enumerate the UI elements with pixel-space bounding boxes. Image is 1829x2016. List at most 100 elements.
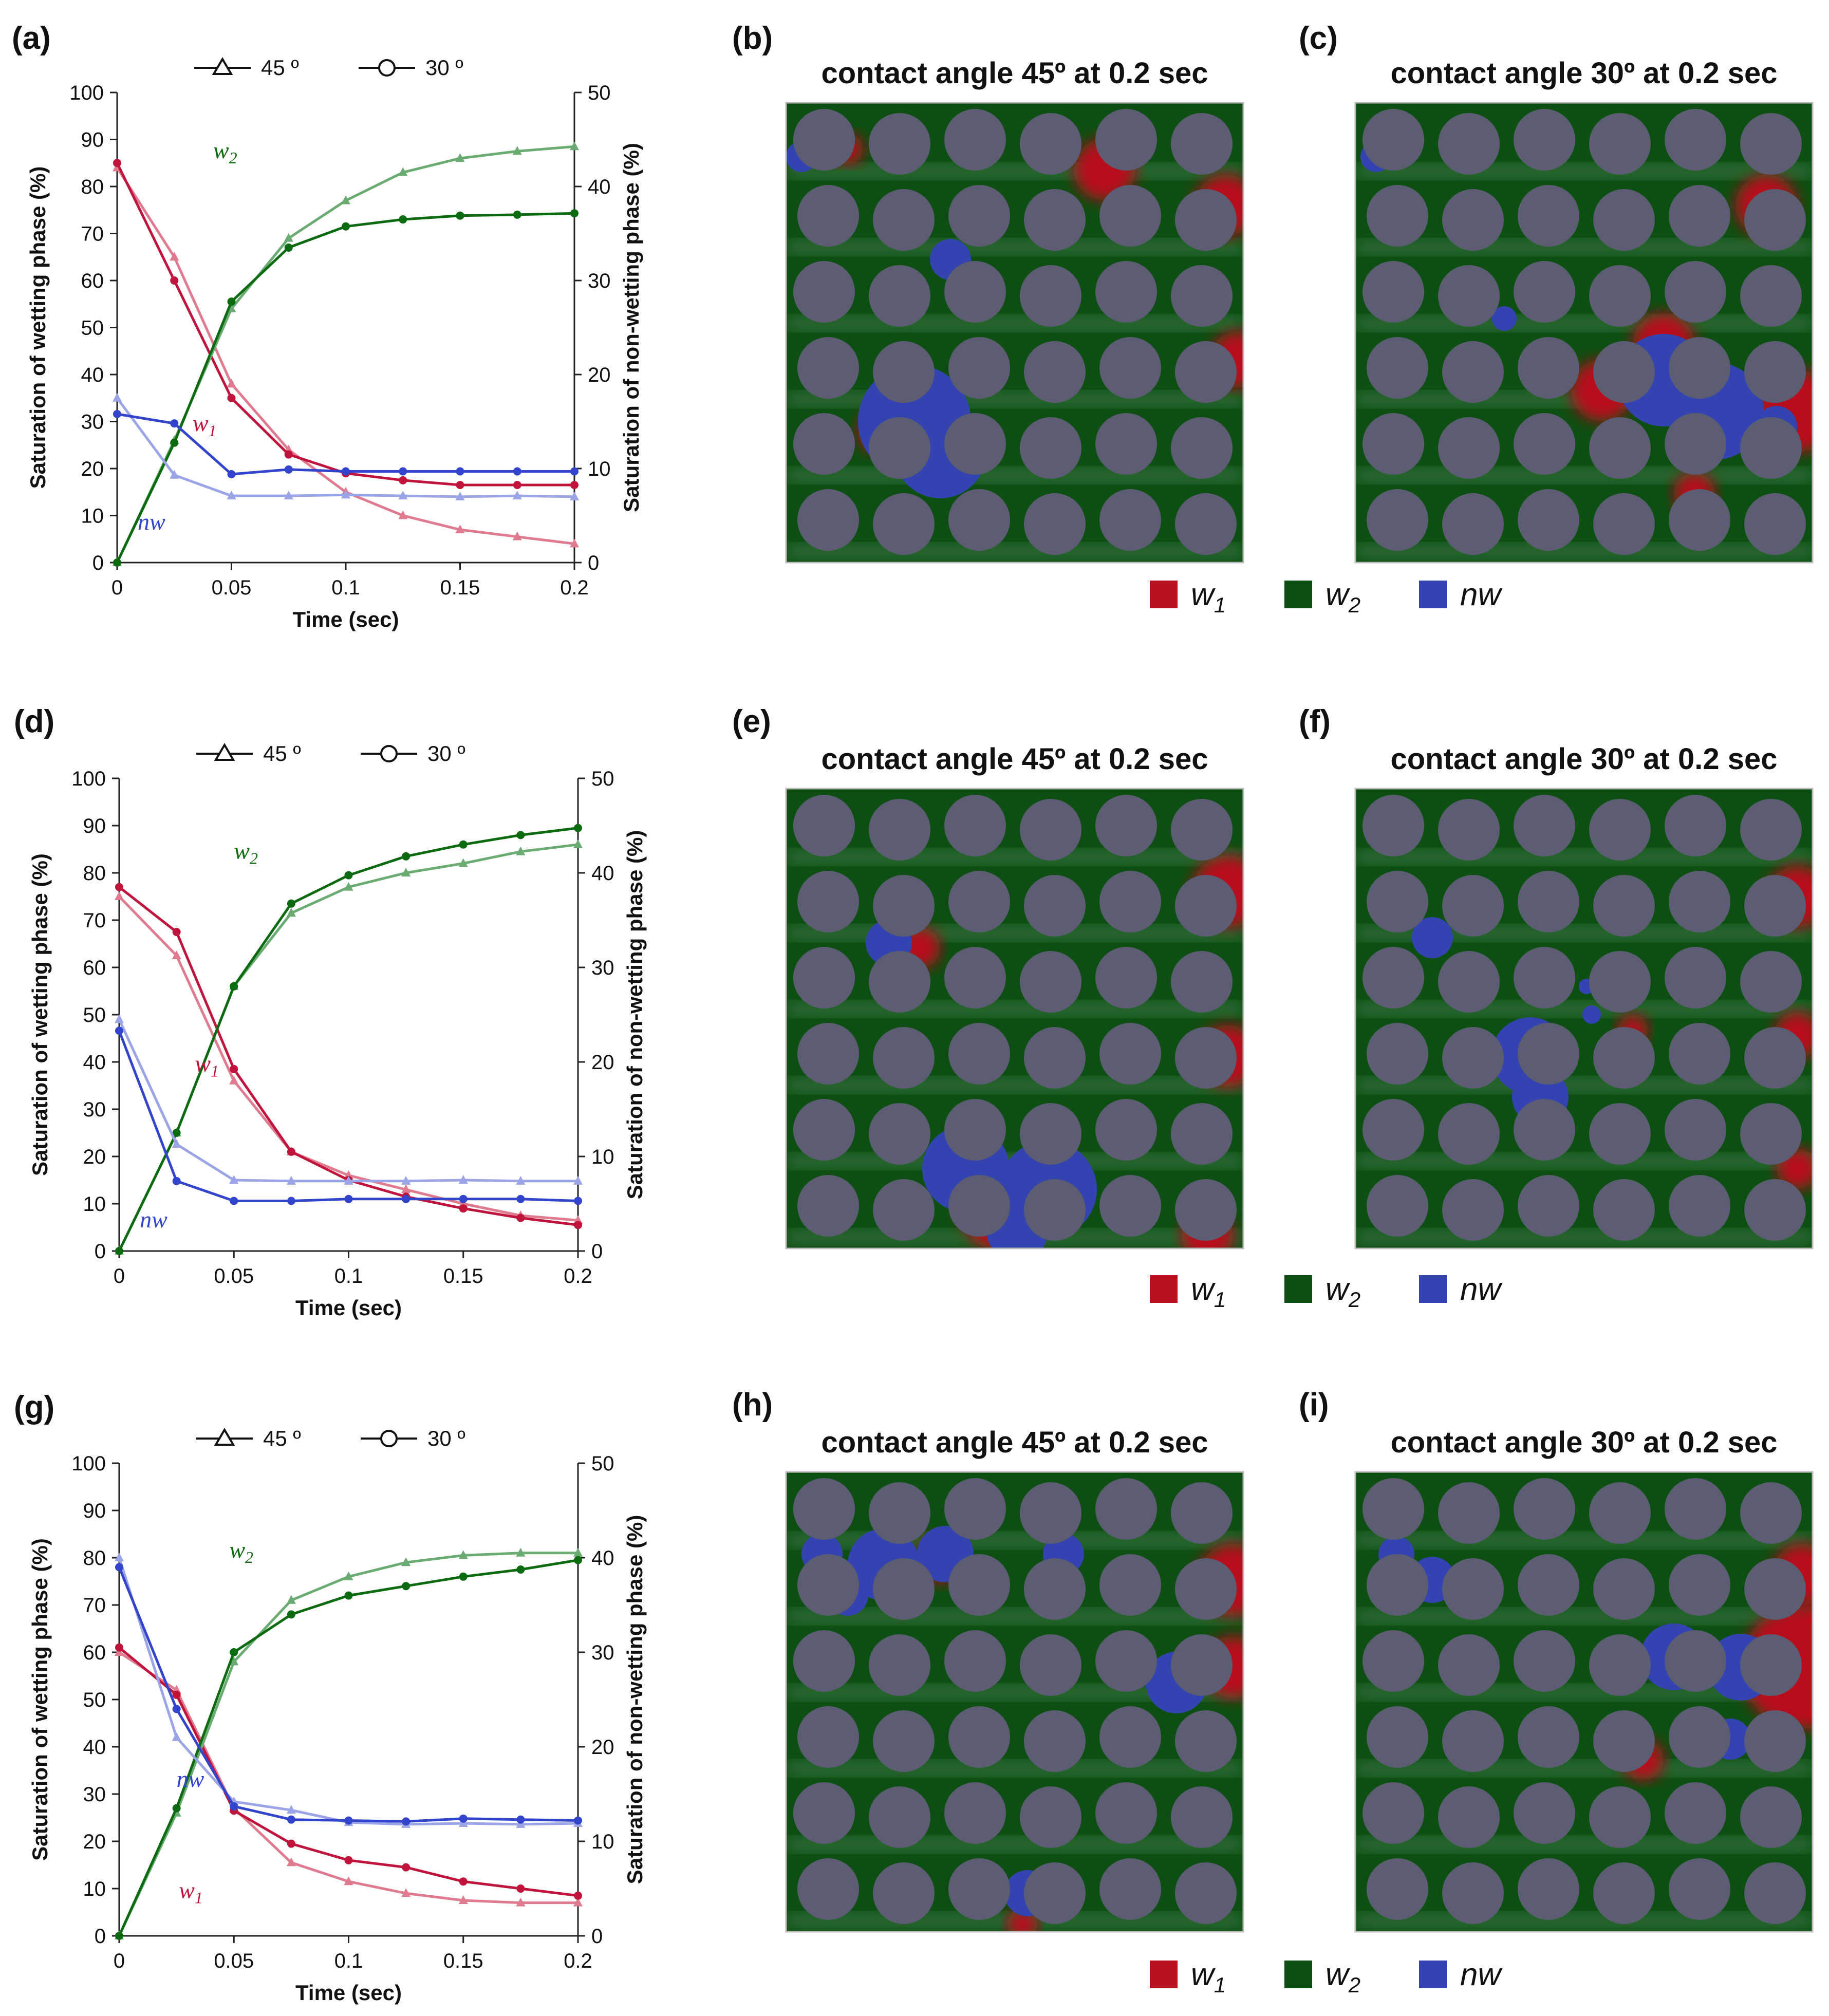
solid-grain bbox=[1099, 1706, 1161, 1768]
data-point bbox=[229, 1656, 239, 1666]
data-point bbox=[287, 1147, 295, 1156]
data-point bbox=[286, 1175, 296, 1185]
solid-grain bbox=[869, 951, 930, 1013]
y-tick-label: 60 bbox=[81, 270, 104, 292]
data-point bbox=[401, 1888, 411, 1897]
data-point bbox=[573, 1897, 583, 1907]
y2-axis-title: Saturation of non-wetting phase (%) bbox=[623, 830, 647, 1200]
colormap-label-w1: w1 bbox=[1191, 1957, 1226, 1997]
data-point bbox=[287, 1610, 295, 1619]
panel-letter: (f) bbox=[1299, 704, 1331, 739]
data-point bbox=[170, 470, 179, 479]
data-point bbox=[344, 882, 353, 891]
solid-grain bbox=[1740, 1786, 1802, 1848]
w2-background bbox=[1355, 1472, 1813, 1932]
solid-grain bbox=[793, 1099, 855, 1161]
solid-grain bbox=[1020, 1786, 1081, 1848]
y-tick-label: 40 bbox=[83, 1051, 106, 1074]
colormap-label-subscript: 1 bbox=[1214, 1973, 1226, 1997]
simulation-panel-c: (c) contact angle 30º at 0.2 sec bbox=[1299, 21, 1814, 564]
solid-grain bbox=[1740, 1634, 1802, 1696]
phase-field bbox=[786, 103, 1243, 563]
solid-grain bbox=[1171, 799, 1233, 861]
w2-background bbox=[786, 103, 1243, 563]
x-tick-label: 0.05 bbox=[212, 576, 252, 599]
data-point bbox=[516, 1175, 526, 1185]
flow-streak bbox=[1355, 164, 1813, 178]
solid-grain bbox=[1363, 1099, 1424, 1161]
curve-label-w1-text: w bbox=[193, 410, 209, 436]
solid-grain bbox=[1024, 341, 1086, 403]
solid-grain bbox=[873, 1862, 935, 1924]
solid-grain bbox=[1514, 261, 1575, 323]
curve-label-w2: w2 bbox=[234, 837, 258, 867]
data-point bbox=[570, 141, 579, 151]
data-point bbox=[574, 1816, 582, 1825]
data-point bbox=[115, 1553, 124, 1561]
data-point bbox=[113, 159, 121, 167]
solid-grain bbox=[944, 1630, 1006, 1692]
solid-grain bbox=[1363, 1478, 1424, 1540]
solid-grain bbox=[1095, 1630, 1157, 1692]
curve-label-w1-subscript: 1 bbox=[195, 1888, 203, 1907]
curve-label-nw: nw bbox=[138, 509, 165, 535]
solid-grain bbox=[1442, 189, 1504, 251]
solid-grain bbox=[948, 1175, 1010, 1237]
solid-grain bbox=[1095, 261, 1157, 323]
solid-grain bbox=[1363, 795, 1424, 856]
colormap-label-text: nw bbox=[1460, 1272, 1503, 1307]
curve-label-nw-text: nw bbox=[140, 1206, 167, 1233]
legend-circle-marker bbox=[378, 59, 396, 77]
data-point bbox=[172, 928, 181, 936]
solid-grain bbox=[1175, 189, 1237, 251]
colormap-label-text: w bbox=[1191, 1957, 1216, 1992]
solid-grain bbox=[1669, 1175, 1730, 1237]
colormap-swatch-nw bbox=[1419, 581, 1447, 608]
data-point bbox=[401, 1557, 411, 1566]
x-tick-label: 0.15 bbox=[443, 1265, 483, 1287]
solid-grain bbox=[1514, 109, 1575, 171]
solid-grain bbox=[1518, 1175, 1579, 1237]
solid-grain bbox=[1593, 189, 1655, 251]
data-point bbox=[115, 1563, 123, 1572]
solid-grain bbox=[1665, 1630, 1726, 1692]
data-point bbox=[574, 1197, 582, 1205]
y2-tick-label: 0 bbox=[591, 1925, 603, 1948]
solid-grain bbox=[1363, 109, 1424, 171]
legend-label-30: 30 º bbox=[425, 55, 463, 80]
solid-grain bbox=[1171, 951, 1233, 1013]
solid-grain bbox=[1024, 1862, 1086, 1924]
solid-grain bbox=[797, 1175, 859, 1237]
data-point bbox=[574, 1221, 582, 1229]
y-tick-label: 60 bbox=[83, 957, 106, 979]
y-tick-label: 70 bbox=[81, 223, 104, 246]
y-tick-label: 50 bbox=[83, 1004, 106, 1026]
solid-grain bbox=[1589, 1786, 1651, 1848]
data-point bbox=[402, 1582, 410, 1591]
solid-grain bbox=[1665, 109, 1726, 171]
solid-grain bbox=[869, 1786, 930, 1848]
curve-label-w1: w1 bbox=[193, 410, 217, 440]
solid-grain bbox=[1665, 1782, 1726, 1844]
solid-grain bbox=[1367, 1554, 1428, 1616]
data-point bbox=[286, 908, 296, 917]
solid-grain bbox=[1020, 1634, 1081, 1696]
colormap-label-subscript: 1 bbox=[1214, 593, 1226, 617]
x-tick-label: 0.2 bbox=[564, 1265, 592, 1287]
colormap-label-subscript: 2 bbox=[1348, 593, 1360, 617]
solid-grain bbox=[1593, 341, 1655, 403]
data-point bbox=[115, 891, 124, 900]
y-tick-label: 90 bbox=[81, 129, 104, 152]
panel-letter: (c) bbox=[1299, 21, 1338, 56]
data-point bbox=[172, 1705, 181, 1713]
curve-label-w1: w1 bbox=[195, 1050, 219, 1080]
flow-streak bbox=[1355, 1914, 1813, 1927]
data-point bbox=[172, 1732, 181, 1741]
colormap-label-text: nw bbox=[1460, 577, 1503, 612]
solid-grain bbox=[1669, 1858, 1730, 1920]
solid-grain bbox=[793, 1478, 855, 1540]
colormap-label-w2: w2 bbox=[1326, 577, 1360, 617]
solid-grain bbox=[1367, 337, 1428, 399]
